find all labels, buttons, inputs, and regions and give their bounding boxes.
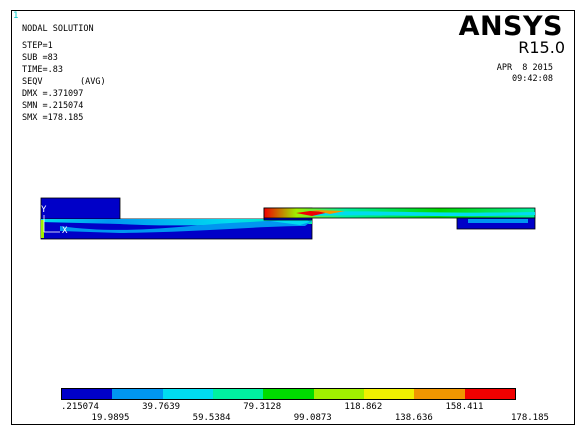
x-axis-label: X [62, 226, 68, 236]
legend-swatch-3 [162, 389, 213, 399]
smx-label: SMX =178.185 [22, 113, 84, 123]
legend-label-upper-5: 158.411 [445, 402, 484, 412]
legend-label-upper-4: 118.862 [344, 402, 383, 412]
ansys-logo: ANSYS [458, 11, 563, 42]
graphics-window[interactable] [11, 10, 575, 425]
legend-swatch-8 [414, 389, 465, 399]
time-stamp-label: 09:42:08 [512, 74, 553, 84]
legend-swatch-7 [363, 389, 415, 399]
legend-label-lower-5: 178.185 [511, 413, 549, 423]
legend-label-lower-4: 138.636 [394, 413, 433, 423]
legend-label-lower-1: 19.9895 [91, 413, 130, 423]
solution-title: NODAL SOLUTION [22, 24, 94, 34]
y-axis-label: Y [41, 205, 47, 215]
time-label: TIME=.83 [22, 65, 63, 75]
window-number: 1 [13, 11, 19, 21]
legend-label-upper-2: 39.7639 [142, 402, 181, 412]
result-item-label: SEQV [22, 77, 43, 87]
step-label: STEP=1 [22, 41, 53, 51]
dmx-label: DMX =.371097 [22, 89, 84, 99]
legend-label-upper-3: 79.3128 [243, 402, 282, 412]
legend-label-lower-2: 59.5384 [192, 413, 231, 423]
legend-swatch-4 [212, 389, 264, 399]
legend-label-upper-1: .215074 [61, 402, 99, 412]
averaging-label: (AVG) [80, 77, 106, 87]
legend-swatch-5 [263, 389, 314, 399]
substep-label: SUB =83 [22, 53, 58, 63]
date-label: APR 8 2015 [496, 63, 553, 73]
smn-label: SMN =.215074 [22, 101, 84, 111]
legend-swatch-1 [62, 389, 113, 399]
legend-swatch-6 [313, 389, 364, 399]
contour-legend [61, 388, 516, 400]
legend-swatch-2 [112, 389, 163, 399]
legend-label-lower-3: 99.0873 [293, 413, 332, 423]
legend-swatch-9 [464, 389, 515, 399]
release-label: R15.0 [518, 38, 565, 57]
